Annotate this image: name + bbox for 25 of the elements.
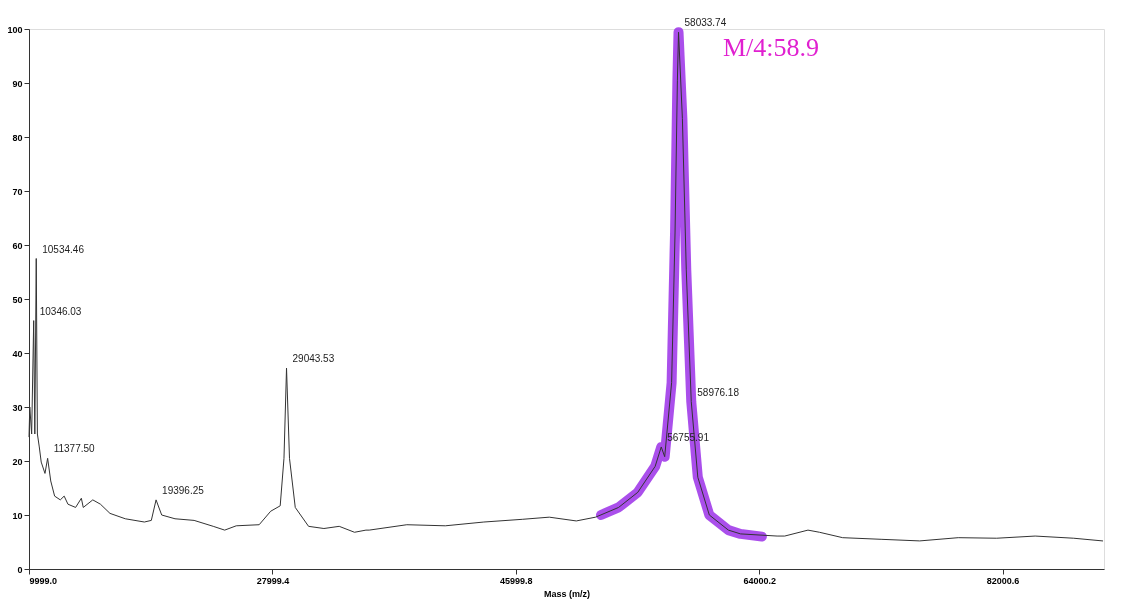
y-tick-label: 0 <box>17 564 23 575</box>
y-tick-label: 60 <box>12 240 23 251</box>
x-tick-label: 82000.6 <box>986 575 1020 586</box>
y-tick-label: 70 <box>12 186 23 197</box>
x-tick-label: 9999.0 <box>29 575 58 586</box>
annotation: M/4:58.9 <box>723 33 820 62</box>
annotation: 19396.25 <box>162 484 205 496</box>
x-tick-label: 27999.4 <box>256 575 290 586</box>
annotation: 11377.50 <box>53 443 96 455</box>
y-tick-label: 40 <box>12 348 23 359</box>
y-tick-label: 20 <box>12 456 23 467</box>
annotation: 10534.46 <box>42 243 85 255</box>
annotation: 29043.53 <box>292 353 335 365</box>
y-tick-label: 100 <box>7 24 23 35</box>
y-tick-label: 50 <box>12 294 23 305</box>
y-tick-label: 80 <box>12 132 23 143</box>
y-tick-label: 90 <box>12 78 23 89</box>
x-axis-title: Mass (m/z) <box>543 588 591 599</box>
x-tick-label: 45999.8 <box>500 575 533 586</box>
x-tick-label: 64000.2 <box>743 575 776 586</box>
y-tick-label: 10 <box>12 510 23 521</box>
annotation: 58976.18 <box>697 386 740 398</box>
annotation: 10346.03 <box>39 305 82 317</box>
y-tick-label: 30 <box>12 402 23 413</box>
annotation: 58033.74 <box>684 17 727 29</box>
